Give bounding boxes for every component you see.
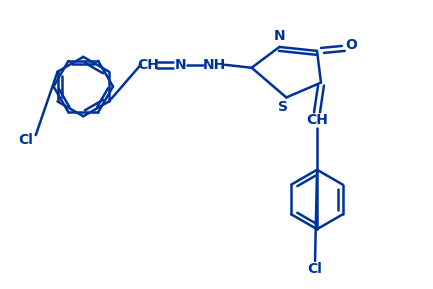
Text: CH: CH (138, 58, 160, 72)
Text: O: O (345, 38, 357, 52)
Text: CH: CH (306, 113, 328, 127)
Text: N: N (274, 29, 285, 43)
Text: N: N (174, 58, 186, 72)
Text: S: S (278, 100, 288, 114)
Text: Cl: Cl (307, 262, 323, 276)
Text: NH: NH (202, 58, 226, 72)
Text: Cl: Cl (19, 133, 33, 147)
